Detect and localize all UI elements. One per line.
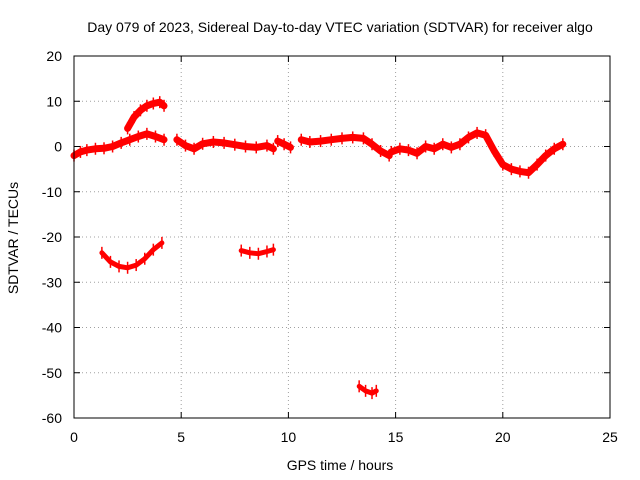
y-tick-label: 0	[54, 139, 62, 155]
series-lower-arc-1	[99, 240, 165, 271]
series-main-trace-4	[297, 133, 393, 160]
y-tick-label: -60	[42, 410, 62, 426]
x-tick-label: 20	[495, 429, 511, 445]
x-tick-label: 10	[281, 429, 297, 445]
chart-title: Day 079 of 2023, Sidereal Day-to-day VTE…	[87, 19, 593, 35]
data-traces	[70, 96, 567, 400]
series-lower-arc-3	[356, 383, 379, 396]
y-tick-label: -50	[42, 365, 62, 381]
y-tick-label: -10	[42, 184, 62, 200]
y-tick-label: 10	[46, 93, 62, 109]
x-tick-label: 0	[70, 429, 78, 445]
y-tick-label: 20	[46, 48, 62, 64]
x-tick-label: 5	[177, 429, 185, 445]
y-tick-label: -30	[42, 274, 62, 290]
y-tick-label: -40	[42, 320, 62, 336]
x-tick-label: 25	[602, 429, 618, 445]
x-axis-label: GPS time / hours	[287, 457, 394, 473]
x-tick-label: 15	[388, 429, 404, 445]
y-axis-label: SDTVAR / TECUs	[5, 182, 21, 294]
grid-lines	[74, 56, 610, 418]
series-main-trace	[70, 130, 168, 160]
axis-ticks: 0 5 10 15 20 25 -60 -50 -40 -30 -20 -10 0 10 20	[42, 48, 618, 445]
y-tick-label: -20	[42, 229, 62, 245]
